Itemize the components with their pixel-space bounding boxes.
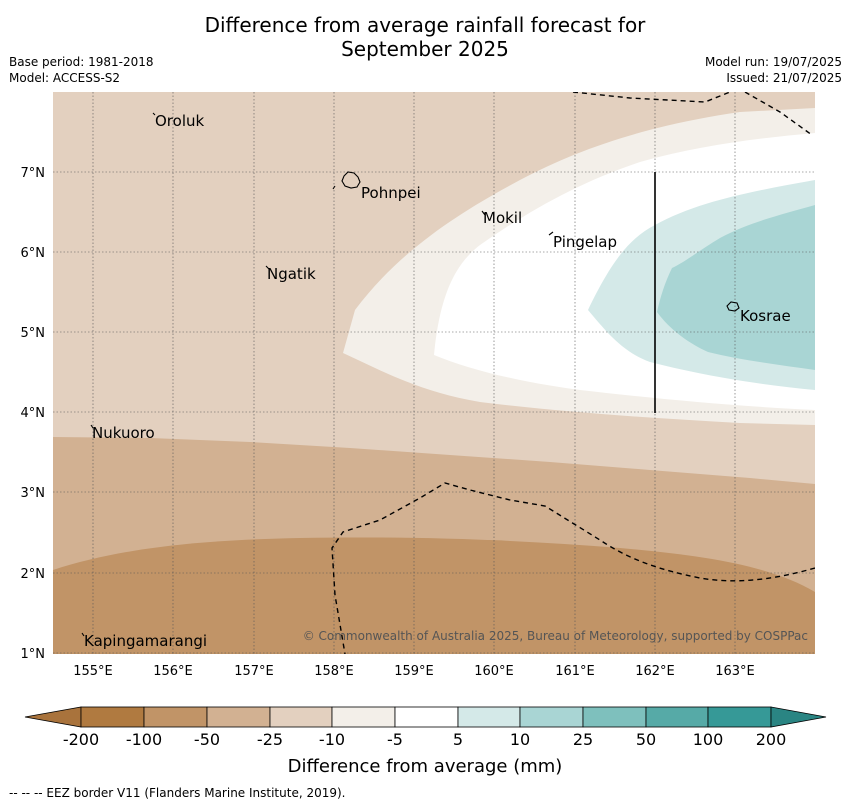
colorbar-bin: [394, 706, 459, 728]
colorbar-tick: -25: [257, 730, 283, 749]
title-line-2: September 2025: [341, 37, 509, 61]
longitude-tick-labels: 155°E 156°E 157°E 158°E 159°E 160°E 161°…: [73, 664, 755, 679]
lon-tick: 160°E: [474, 664, 514, 679]
kosrae-outline: [726, 301, 740, 312]
label-kapingamarangi: Kapingamarangi: [84, 632, 207, 650]
colorbar-tick: 200: [756, 730, 787, 749]
colorbar-bin: [80, 706, 145, 728]
colorbar-tick: 10: [510, 730, 530, 749]
fill-minus-100: [53, 537, 815, 654]
label-kosrae: Kosrae: [740, 307, 791, 325]
colorbar-tick: -10: [319, 730, 345, 749]
colorbar-tick: 100: [693, 730, 724, 749]
colorbar-bin: [143, 706, 208, 728]
colorbar-tick: 5: [453, 730, 463, 749]
island-outlines: [81, 112, 740, 637]
colorbar-bin: [269, 706, 333, 728]
fill-plus-25: [657, 205, 815, 370]
label-ngatik: Ngatik: [267, 265, 316, 283]
lat-tick: 6°N: [21, 246, 46, 261]
model-name: Model: ACCESS-S2: [9, 71, 121, 85]
copyright-credit: © Commonwealth of Australia 2025, Bureau…: [303, 629, 808, 643]
colorbar-tick: -200: [63, 730, 99, 749]
colorbar-tick: -50: [194, 730, 220, 749]
lat-tick: 5°N: [21, 326, 46, 341]
place-labels: Oroluk Pohnpei Mokil Pingelap Ngatik Kos…: [84, 112, 791, 650]
colorbar-tick: -5: [387, 730, 403, 749]
colorbar-bin: [331, 706, 396, 728]
lat-tick: 1°N: [21, 647, 46, 662]
lon-tick: 155°E: [73, 664, 113, 679]
colorbar-bin: [707, 706, 772, 728]
colorbar-tick: 50: [636, 730, 656, 749]
run-info: Model run: 19/07/2025 Issued: 21/07/2025: [705, 54, 842, 86]
lon-tick: 156°E: [153, 664, 193, 679]
base-period: Base period: 1981-2018: [9, 55, 154, 69]
title-line-1: Difference from average rainfall forecas…: [204, 13, 646, 37]
issued-date: Issued: 21/07/2025: [726, 71, 842, 85]
colorbar-bin: [206, 706, 271, 728]
lat-tick: 4°N: [21, 406, 46, 421]
eez-legend-note: -- -- -- EEZ border V11 (Flanders Marine…: [9, 786, 346, 800]
lat-tick: 2°N: [21, 567, 46, 582]
model-info: Base period: 1981-2018 Model: ACCESS-S2: [9, 54, 154, 86]
label-oroluk: Oroluk: [155, 112, 204, 130]
colorbar: -200 -100 -50 -25 -10 -5 5 10 25 50 100 …: [24, 706, 827, 777]
rainfall-contours: Oroluk Pohnpei Mokil Pingelap Ngatik Kos…: [53, 92, 815, 654]
label-nukuoro: Nukuoro: [92, 424, 155, 442]
colorbar-bin: [519, 706, 584, 728]
colorbar-tick: -100: [126, 730, 162, 749]
eez-borders: [331, 92, 815, 654]
label-pingelap: Pingelap: [553, 233, 617, 251]
lon-tick: 157°E: [234, 664, 274, 679]
lon-tick: 163°E: [715, 664, 755, 679]
lat-tick: 7°N: [21, 166, 46, 181]
colorbar-bin: [582, 706, 647, 728]
label-mokil: Mokil: [483, 209, 522, 227]
colorbar-tick: 25: [573, 730, 593, 749]
colorbar-bin: [645, 706, 709, 728]
lon-tick: 159°E: [394, 664, 434, 679]
model-run-date: Model run: 19/07/2025: [704, 55, 842, 69]
lat-tick: 3°N: [21, 486, 46, 501]
latitude-tick-labels: 7°N 6°N 5°N 4°N 3°N 2°N 1°N: [21, 166, 46, 662]
lon-tick: 158°E: [314, 664, 354, 679]
colorbar-extend-high: [770, 706, 827, 728]
colorbar-title: Difference from average (mm): [288, 756, 563, 777]
pohnpei-outline: [341, 171, 361, 189]
chart-title: Difference from average rainfall forecas…: [0, 13, 850, 61]
label-pohnpei: Pohnpei: [361, 184, 421, 202]
lon-tick: 161°E: [555, 664, 595, 679]
colorbar-bin: [457, 706, 521, 728]
lon-tick: 162°E: [635, 664, 675, 679]
colorbar-extend-low: [24, 706, 82, 728]
